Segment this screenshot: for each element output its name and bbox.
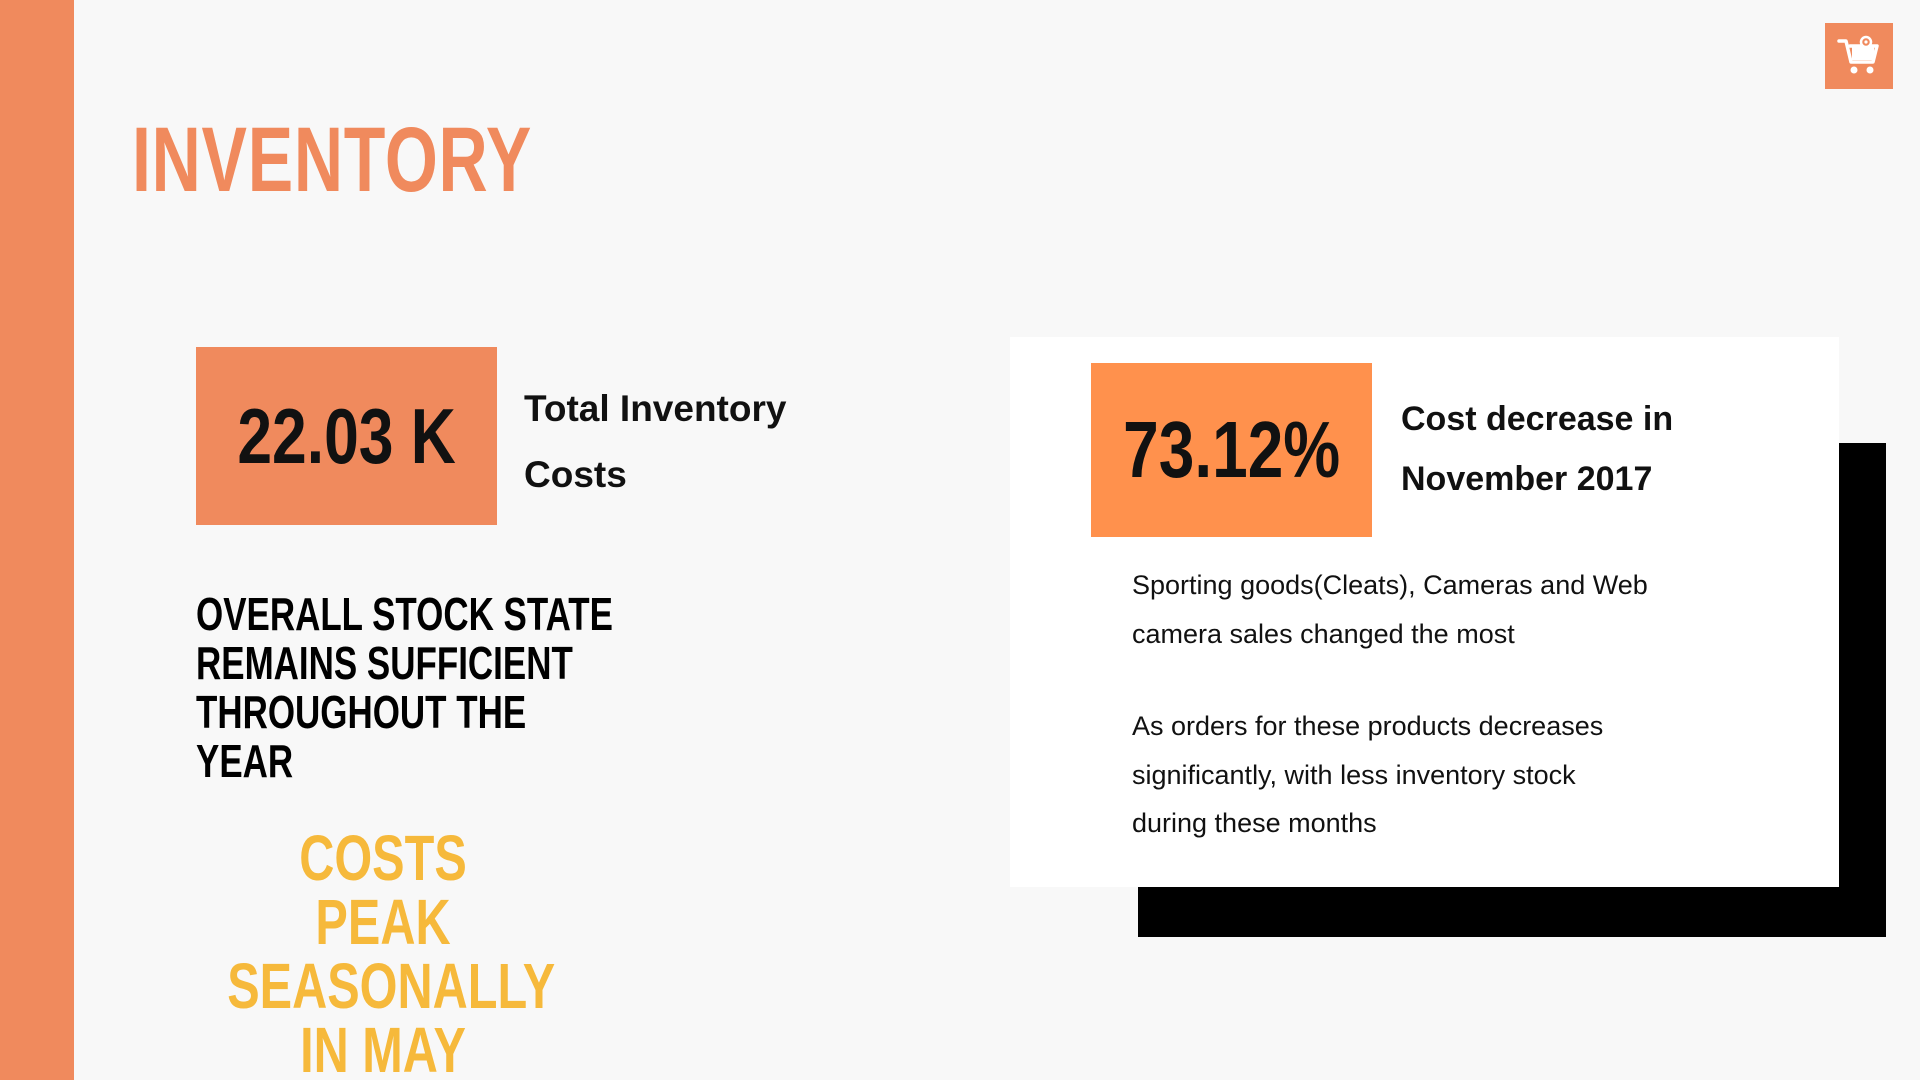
cart-badge (1825, 23, 1893, 89)
stock-state-statement: OVERALL STOCK STATE REMAINS SUFFICIENT T… (196, 588, 613, 787)
page-title: INVENTORY (132, 109, 533, 211)
shopping-cart-icon (1837, 35, 1879, 74)
seasonal-peak-statement: COSTS PEAK SEASONALLY IN MAY EACH YEAR (227, 822, 556, 1080)
insight-paragraph-products: Sporting goods(Cleats), Cameras and Web … (1132, 570, 1648, 649)
cost-decrease-kpi-box: 73.12% (1091, 363, 1372, 537)
total-cost-label: Total Inventory Costs (524, 388, 787, 495)
total-cost-value: 22.03 K (237, 391, 456, 480)
cost-decrease-label: Cost decrease in November 2017 (1401, 400, 1674, 498)
left-accent-bar (0, 0, 74, 1080)
total-cost-kpi-box: 22.03 K (196, 347, 497, 525)
insight-paragraph-orders: As orders for these products decreases s… (1132, 711, 1604, 838)
cost-decrease-value: 73.12% (1122, 405, 1341, 494)
